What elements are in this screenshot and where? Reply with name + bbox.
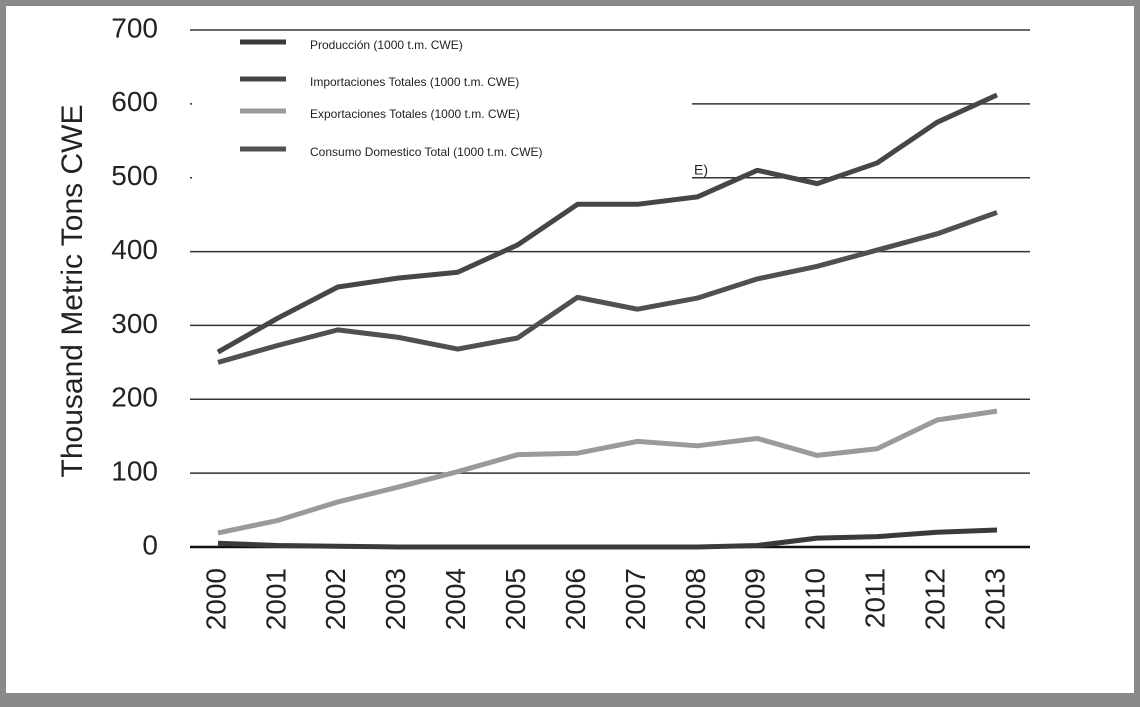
y-axis-title: Thousand Metric Tons CWE bbox=[56, 105, 89, 478]
y-tick-label: 200 bbox=[111, 382, 158, 413]
x-tick-label: 2011 bbox=[860, 568, 891, 628]
x-tick-label: 2000 bbox=[200, 568, 231, 630]
x-tick-label: 2009 bbox=[740, 568, 771, 630]
data-line bbox=[217, 210, 998, 365]
y-tick-label: 300 bbox=[111, 308, 158, 339]
x-tick-label: 2001 bbox=[260, 568, 291, 630]
x-tick-label: 2005 bbox=[500, 568, 531, 630]
y-tick-label: 100 bbox=[111, 456, 158, 487]
x-tick-label: 2007 bbox=[620, 568, 651, 630]
x-tick-label: 2002 bbox=[320, 568, 351, 630]
data-line bbox=[217, 527, 998, 550]
x-tick-label: 2006 bbox=[560, 568, 591, 630]
x-tick-label: 2003 bbox=[380, 568, 411, 630]
y-tick-label: 700 bbox=[111, 12, 158, 43]
x-tick-label: 2012 bbox=[919, 568, 950, 630]
y-tick-label: 400 bbox=[111, 234, 158, 265]
y-tick-label: 600 bbox=[111, 86, 158, 117]
y-tick-label: 0 bbox=[142, 529, 158, 560]
legend-label: Producción (1000 t.m. CWE) bbox=[310, 38, 463, 52]
annotation: E) bbox=[694, 162, 708, 178]
legend-label: Exportaciones Totales (1000 t.m. CWE) bbox=[310, 107, 520, 121]
x-tick-label: 2004 bbox=[440, 568, 471, 630]
data-line bbox=[217, 408, 998, 536]
y-tick-label: 500 bbox=[111, 160, 158, 191]
legend-label: Importaciones Totales (1000 t.m. CWE) bbox=[310, 75, 519, 89]
x-tick-label: 2008 bbox=[680, 568, 711, 630]
x-tick-label: 2010 bbox=[800, 568, 831, 630]
chart: Thousand Metric Tons CWE 0 100 200 300 400 50… bbox=[56, 12, 1030, 630]
x-tick-label: 2013 bbox=[979, 568, 1010, 630]
data-line bbox=[216, 92, 999, 355]
legend-label: Consumo Domestico Total (1000 t.m. CWE) bbox=[310, 145, 543, 159]
